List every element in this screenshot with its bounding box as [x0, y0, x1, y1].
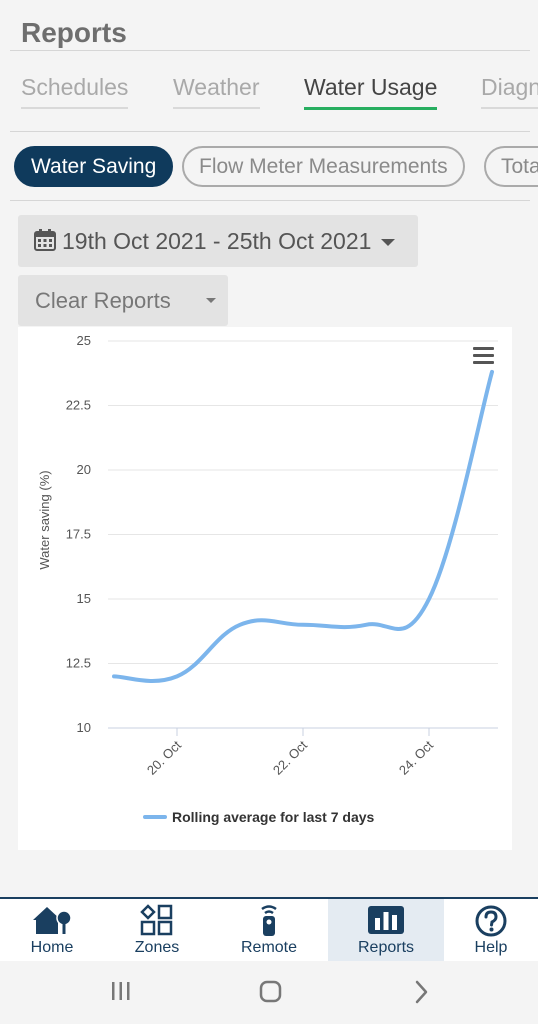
pills-divider [10, 200, 530, 201]
back-icon[interactable] [412, 979, 432, 1010]
nav-help-label: Help [474, 939, 508, 956]
y-tick-label: 10 [77, 720, 91, 735]
system-nav-bar [0, 961, 538, 1024]
subreport-pills: Water Saving Flow Meter Measurements Tot… [14, 146, 538, 188]
report-tabs: Schedules Weather Water Usage Diagnostic… [21, 74, 538, 114]
legend-label: Rolling average for last 7 days [172, 809, 375, 825]
chevron-down-icon [206, 298, 216, 303]
series-line [112, 369, 494, 683]
remote-icon [257, 904, 281, 943]
recent-apps-icon[interactable] [110, 979, 132, 1008]
legend-item[interactable]: Rolling average for last 7 days [143, 809, 375, 825]
y-tick-label: 20 [77, 462, 91, 477]
pill-water-saving[interactable]: Water Saving [14, 146, 174, 187]
water-saving-chart: 10 12.5 15 17.5 20 22.5 25 20. Oct 22. Oct 24. O… [18, 327, 512, 850]
y-tick-label: 25 [77, 333, 91, 348]
y-tick-label: 15 [77, 591, 91, 606]
nav-reports[interactable]: Reports [328, 899, 444, 961]
clear-reports-dropdown[interactable]: Clear Reports [18, 275, 228, 326]
reports-icon [366, 904, 406, 941]
date-range-dropdown[interactable]: 19th Oct 2021 - 25th Oct 2021 [18, 215, 418, 267]
chart-svg: 10 12.5 15 17.5 20 22.5 25 20. Oct 22. Oct 24. O… [37, 333, 498, 825]
tab-schedules[interactable]: Schedules [21, 74, 129, 109]
bottom-nav: Home Zones Remote [0, 897, 538, 961]
date-range-label: 19th Oct 2021 - 25th Oct 2021 [62, 228, 372, 254]
nav-remote-label: Remote [240, 939, 298, 956]
zones-icon [140, 904, 174, 941]
pill-flow-meter[interactable]: Flow Meter Measurements [182, 146, 465, 187]
chart-menu-icon[interactable] [473, 347, 494, 364]
y-tick-label: 22.5 [66, 398, 91, 413]
nav-remote[interactable]: Remote [210, 899, 328, 961]
y-tick-label: 12.5 [66, 656, 91, 671]
tab-diagnostics[interactable]: Diagnostics [481, 74, 538, 109]
tabs-divider [10, 131, 530, 132]
nav-reports-label: Reports [357, 939, 415, 956]
nav-home[interactable]: Home [0, 899, 104, 961]
tab-weather[interactable]: Weather [173, 74, 260, 109]
home-system-icon[interactable] [258, 979, 284, 1010]
title-divider [10, 50, 530, 51]
help-icon [474, 904, 508, 943]
nav-zones[interactable]: Zones [104, 899, 210, 961]
page-title: Reports [21, 17, 127, 48]
y-tick-label: 17.5 [66, 527, 91, 542]
tab-water-usage[interactable]: Water Usage [304, 74, 438, 110]
nav-help[interactable]: Help [444, 899, 538, 961]
home-icon [31, 904, 73, 941]
nav-home-label: Home [30, 939, 74, 956]
x-tick-label: 20. Oct [144, 737, 185, 778]
chevron-down-icon [381, 239, 396, 247]
clear-reports-label: Clear Reports [35, 288, 171, 313]
nav-zones-label: Zones [134, 939, 180, 956]
pill-total[interactable]: Total [484, 146, 538, 187]
calendar-icon [34, 217, 56, 269]
y-axis-label: Water saving (%) [37, 470, 52, 569]
x-tick-label: 22. Oct [270, 737, 311, 778]
x-tick-label: 24. Oct [396, 737, 437, 778]
